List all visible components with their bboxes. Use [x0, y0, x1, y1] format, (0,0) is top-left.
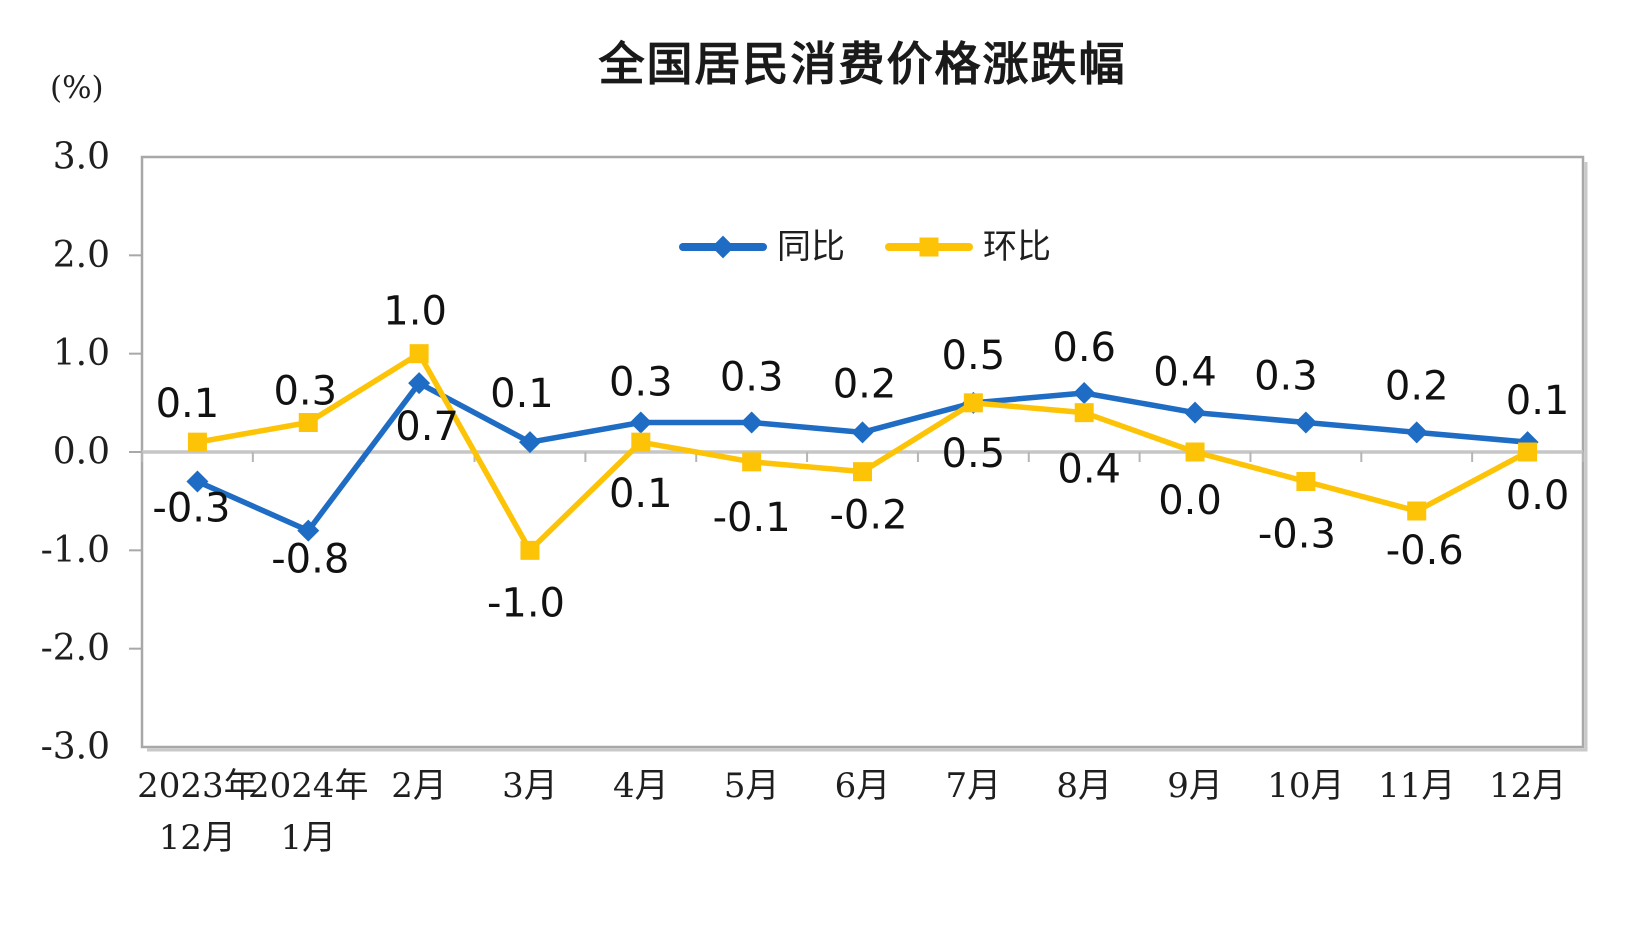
data-label: 0.5	[942, 431, 1006, 477]
square-marker-icon	[919, 237, 939, 257]
data-point-square-icon	[963, 393, 983, 413]
x-axis-label: 9月	[1167, 766, 1223, 806]
data-point-square-icon	[1074, 403, 1094, 423]
x-axis-label: 11月	[1378, 766, 1455, 806]
data-label: 0.5	[942, 333, 1006, 379]
data-label: 0.6	[1052, 325, 1116, 371]
data-label: 0.3	[1254, 354, 1318, 400]
data-label: -0.6	[1386, 528, 1464, 574]
plot-border-shadow-icon	[147, 162, 1588, 752]
data-label: 0.4	[1153, 350, 1217, 396]
legend-label-yoy: 同比	[777, 227, 845, 267]
y-axis-label: 3.0	[53, 137, 110, 178]
data-point-diamond-icon	[629, 411, 652, 434]
data-point-square-icon	[1296, 472, 1316, 491]
data-label: 0.7	[395, 404, 459, 450]
y-axis-unit-label: (%)	[50, 70, 104, 106]
data-point-square-icon	[1185, 442, 1205, 462]
data-point-diamond-icon	[1294, 411, 1317, 434]
y-axis-label: 2.0	[53, 235, 110, 276]
x-axis-label: 12月	[1489, 766, 1566, 806]
data-point-square-icon	[631, 432, 651, 452]
mom-line-icon	[885, 237, 973, 257]
data-point-square-icon	[742, 452, 762, 472]
data-label: 0.3	[273, 369, 337, 415]
data-point-diamond-icon	[408, 372, 431, 395]
data-label: -0.3	[1258, 512, 1336, 558]
data-point-diamond-icon	[740, 411, 763, 434]
data-label: 0.1	[490, 371, 554, 417]
data-label: 0.0	[1506, 473, 1570, 519]
data-point-diamond-icon	[518, 431, 541, 454]
data-point-diamond-icon	[186, 470, 209, 493]
data-label: 0.3	[609, 360, 673, 406]
data-label: 0.0	[1158, 478, 1222, 524]
chart-title: 全国居民消费价格涨跌幅	[598, 37, 1127, 91]
data-point-square-icon	[298, 413, 318, 432]
data-label: 0.2	[833, 361, 897, 407]
x-axis-label: 10月	[1267, 766, 1344, 806]
data-label: 0.2	[1385, 363, 1449, 409]
data-point-square-icon	[1518, 442, 1538, 462]
data-point-square-icon	[853, 462, 872, 482]
x-axis-label: 2023年	[137, 766, 258, 806]
x-axis-label: 4月	[613, 766, 669, 806]
data-point-square-icon	[409, 344, 429, 364]
data-label: -0.2	[829, 493, 907, 539]
x-axis-label: 6月	[835, 766, 891, 806]
legend-item-yoy: 同比	[679, 230, 845, 264]
legend-label-mom: 环比	[983, 227, 1051, 267]
data-label: 0.4	[1057, 447, 1121, 493]
legend: 同比 环比	[679, 224, 1051, 270]
data-label: -1.0	[487, 580, 565, 626]
data-label: -0.3	[152, 486, 230, 532]
x-axis-label: 8月	[1056, 766, 1112, 806]
data-label: 1.0	[383, 289, 447, 335]
yoy-line-icon	[679, 235, 767, 259]
legend-item-mom: 环比	[885, 230, 1051, 264]
data-label: 0.1	[156, 381, 220, 427]
data-label: 0.3	[720, 355, 784, 401]
data-point-diamond-icon	[1184, 401, 1207, 424]
x-axis-label: 3月	[502, 766, 558, 806]
data-label: 0.1	[1506, 378, 1570, 424]
x-axis-label: 2024年	[248, 766, 369, 806]
x-axis-label: 7月	[946, 766, 1002, 806]
x-axis-label: 12月	[159, 818, 236, 858]
data-point-square-icon	[520, 540, 540, 560]
data-label: 0.1	[609, 471, 673, 517]
data-point-diamond-icon	[1073, 382, 1096, 404]
x-axis-label: 5月	[724, 766, 780, 806]
data-point-square-icon	[187, 432, 207, 452]
y-axis-label: -3.0	[41, 727, 110, 768]
y-axis-label: -2.0	[41, 628, 110, 669]
x-axis-label: 1月	[280, 818, 336, 858]
data-point-diamond-icon	[297, 519, 320, 542]
data-label: -0.1	[713, 495, 791, 541]
x-axis-label: 2月	[391, 766, 447, 806]
data-point-diamond-icon	[1405, 421, 1428, 444]
y-axis-label: 0.0	[53, 432, 110, 473]
y-axis-label: 1.0	[53, 333, 110, 374]
data-label: -0.8	[271, 537, 349, 583]
data-point-diamond-icon	[851, 421, 874, 444]
y-axis-label: -1.0	[41, 530, 110, 571]
data-point-square-icon	[1407, 501, 1427, 521]
